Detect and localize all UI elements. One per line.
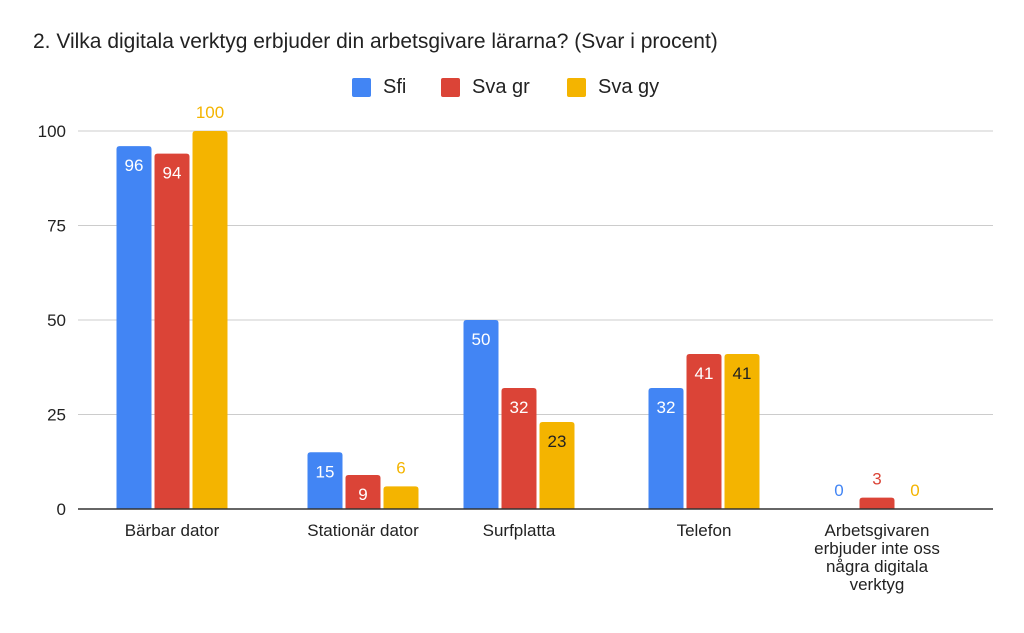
bar-sva-gy: [539, 422, 575, 509]
y-tick-label: 75: [47, 217, 66, 236]
bar-sva-gr: [345, 474, 381, 509]
bar-sva-gy: [724, 354, 760, 509]
legend-label: Sfi: [383, 76, 407, 98]
data-label: 41: [733, 364, 752, 383]
x-tick-label: verktyg: [850, 575, 905, 594]
bar-sfi: [116, 146, 152, 509]
data-label: 50: [472, 330, 491, 349]
data-label: 32: [510, 398, 529, 417]
data-label: 3: [872, 470, 881, 489]
legend-swatch: [352, 78, 371, 97]
x-tick-label: erbjuder inte oss: [814, 539, 940, 558]
bar-sva-gr: [154, 153, 190, 509]
y-tick-label: 0: [57, 500, 66, 519]
data-label: 9: [358, 485, 367, 504]
legend-swatch: [567, 78, 586, 97]
bar-sva-gr: [859, 497, 895, 509]
bar-sfi: [307, 452, 343, 509]
data-label: 96: [125, 156, 144, 175]
data-label: 41: [695, 364, 714, 383]
data-label: 32: [657, 398, 676, 417]
data-label: 0: [834, 481, 843, 500]
y-tick-label: 25: [47, 406, 66, 425]
data-label: 0: [910, 481, 919, 500]
data-label: 23: [548, 432, 567, 451]
data-label: 15: [316, 462, 335, 481]
bar-sfi: [463, 320, 499, 509]
bar-sva-gy: [192, 131, 228, 509]
bar-sva-gr: [686, 354, 722, 509]
chart-title: 2. Vilka digitala verktyg erbjuder din a…: [33, 30, 718, 53]
legend-swatch: [441, 78, 460, 97]
legend-label: Sva gr: [472, 76, 530, 98]
data-label: 100: [196, 103, 224, 122]
x-tick-label: Stationär dator: [307, 521, 419, 540]
x-tick-label: Telefon: [677, 521, 732, 540]
y-tick-label: 100: [38, 122, 66, 141]
bar-sva-gr: [501, 388, 537, 509]
y-tick-label: 50: [47, 311, 66, 330]
data-label: 94: [163, 164, 182, 183]
x-tick-label: Bärbar dator: [125, 521, 220, 540]
x-tick-label: Surfplatta: [483, 521, 556, 540]
legend-item: Sfi: [352, 76, 406, 99]
legend-item: Sva gy: [567, 76, 659, 99]
x-tick-label: några digitala: [826, 557, 929, 576]
bar-sva-gy: [383, 486, 419, 509]
x-tick-label: Arbetsgivaren: [825, 521, 930, 540]
legend-item: Sva gr: [441, 76, 530, 99]
legend: Sfi Sva gr Sva gy: [0, 76, 1024, 102]
legend-label: Sva gy: [598, 76, 660, 98]
bar-sfi: [648, 388, 684, 509]
data-label: 6: [396, 458, 405, 477]
